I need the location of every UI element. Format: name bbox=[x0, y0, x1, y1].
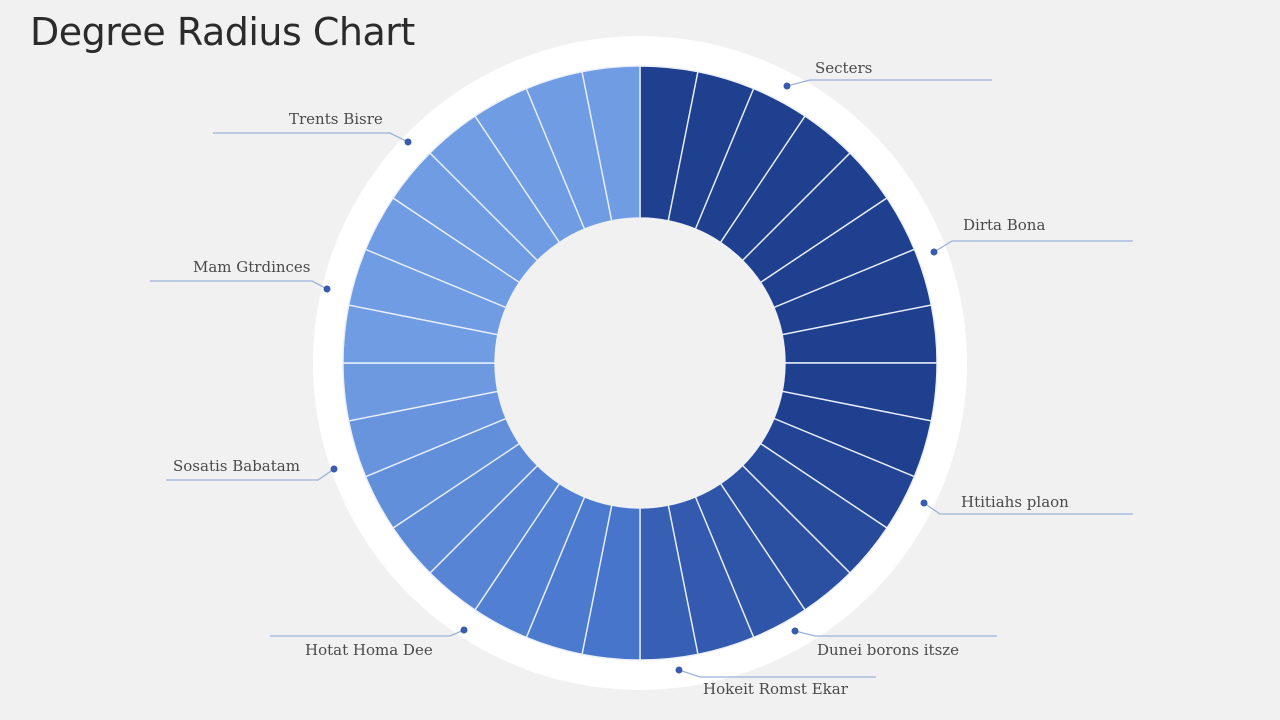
callout-dot bbox=[783, 82, 791, 90]
callout-label: Sosatis Babatam bbox=[173, 457, 300, 475]
callout-line bbox=[213, 132, 409, 143]
callout-dot bbox=[791, 627, 799, 635]
callout-bottom: Hokeit Romst Ekar bbox=[675, 666, 876, 698]
callout-top-right: Secters bbox=[783, 59, 992, 90]
callout-line bbox=[933, 240, 1133, 253]
callout-bottom-left: Hotat Homa Dee bbox=[270, 626, 468, 659]
callout-line bbox=[270, 629, 465, 637]
callout-label: Dirta Bona bbox=[963, 216, 1045, 234]
callout-line bbox=[794, 630, 997, 637]
callout-line bbox=[786, 79, 992, 87]
callout-label: Dunei borons itsze bbox=[817, 641, 959, 659]
callout-top-left: Trents Bisre bbox=[213, 110, 412, 146]
callout-bottom-right: Dunei borons itsze bbox=[791, 627, 997, 659]
callout-lower-right: Htitiahs plaon bbox=[920, 493, 1133, 515]
callout-dot bbox=[323, 285, 331, 293]
callout-label: Hokeit Romst Ekar bbox=[703, 680, 849, 698]
callout-dot bbox=[920, 499, 928, 507]
callout-label: Mam Gtrdinces bbox=[193, 258, 311, 276]
callout-label: Trents Bisre bbox=[289, 110, 383, 128]
callout-line bbox=[150, 280, 328, 290]
callout-dot bbox=[675, 666, 683, 674]
callout-lower-left: Sosatis Babatam bbox=[166, 457, 338, 481]
callout-dot bbox=[404, 138, 412, 146]
callout-line bbox=[166, 468, 335, 481]
callout-line bbox=[923, 502, 1133, 515]
center-hole bbox=[495, 218, 785, 508]
callout-dot bbox=[460, 626, 468, 634]
callout-label: Hotat Homa Dee bbox=[305, 641, 433, 659]
callout-label: Secters bbox=[815, 59, 872, 77]
callout-upper-left: Mam Gtrdinces bbox=[150, 258, 331, 293]
chart-title: Degree Radius Chart bbox=[30, 10, 415, 54]
callout-label: Htitiahs plaon bbox=[961, 493, 1069, 511]
callout-dot bbox=[930, 248, 938, 256]
segment-group bbox=[342, 65, 938, 661]
callout-dot bbox=[330, 465, 338, 473]
callout-upper-right: Dirta Bona bbox=[930, 216, 1133, 256]
callout-line bbox=[678, 669, 876, 678]
